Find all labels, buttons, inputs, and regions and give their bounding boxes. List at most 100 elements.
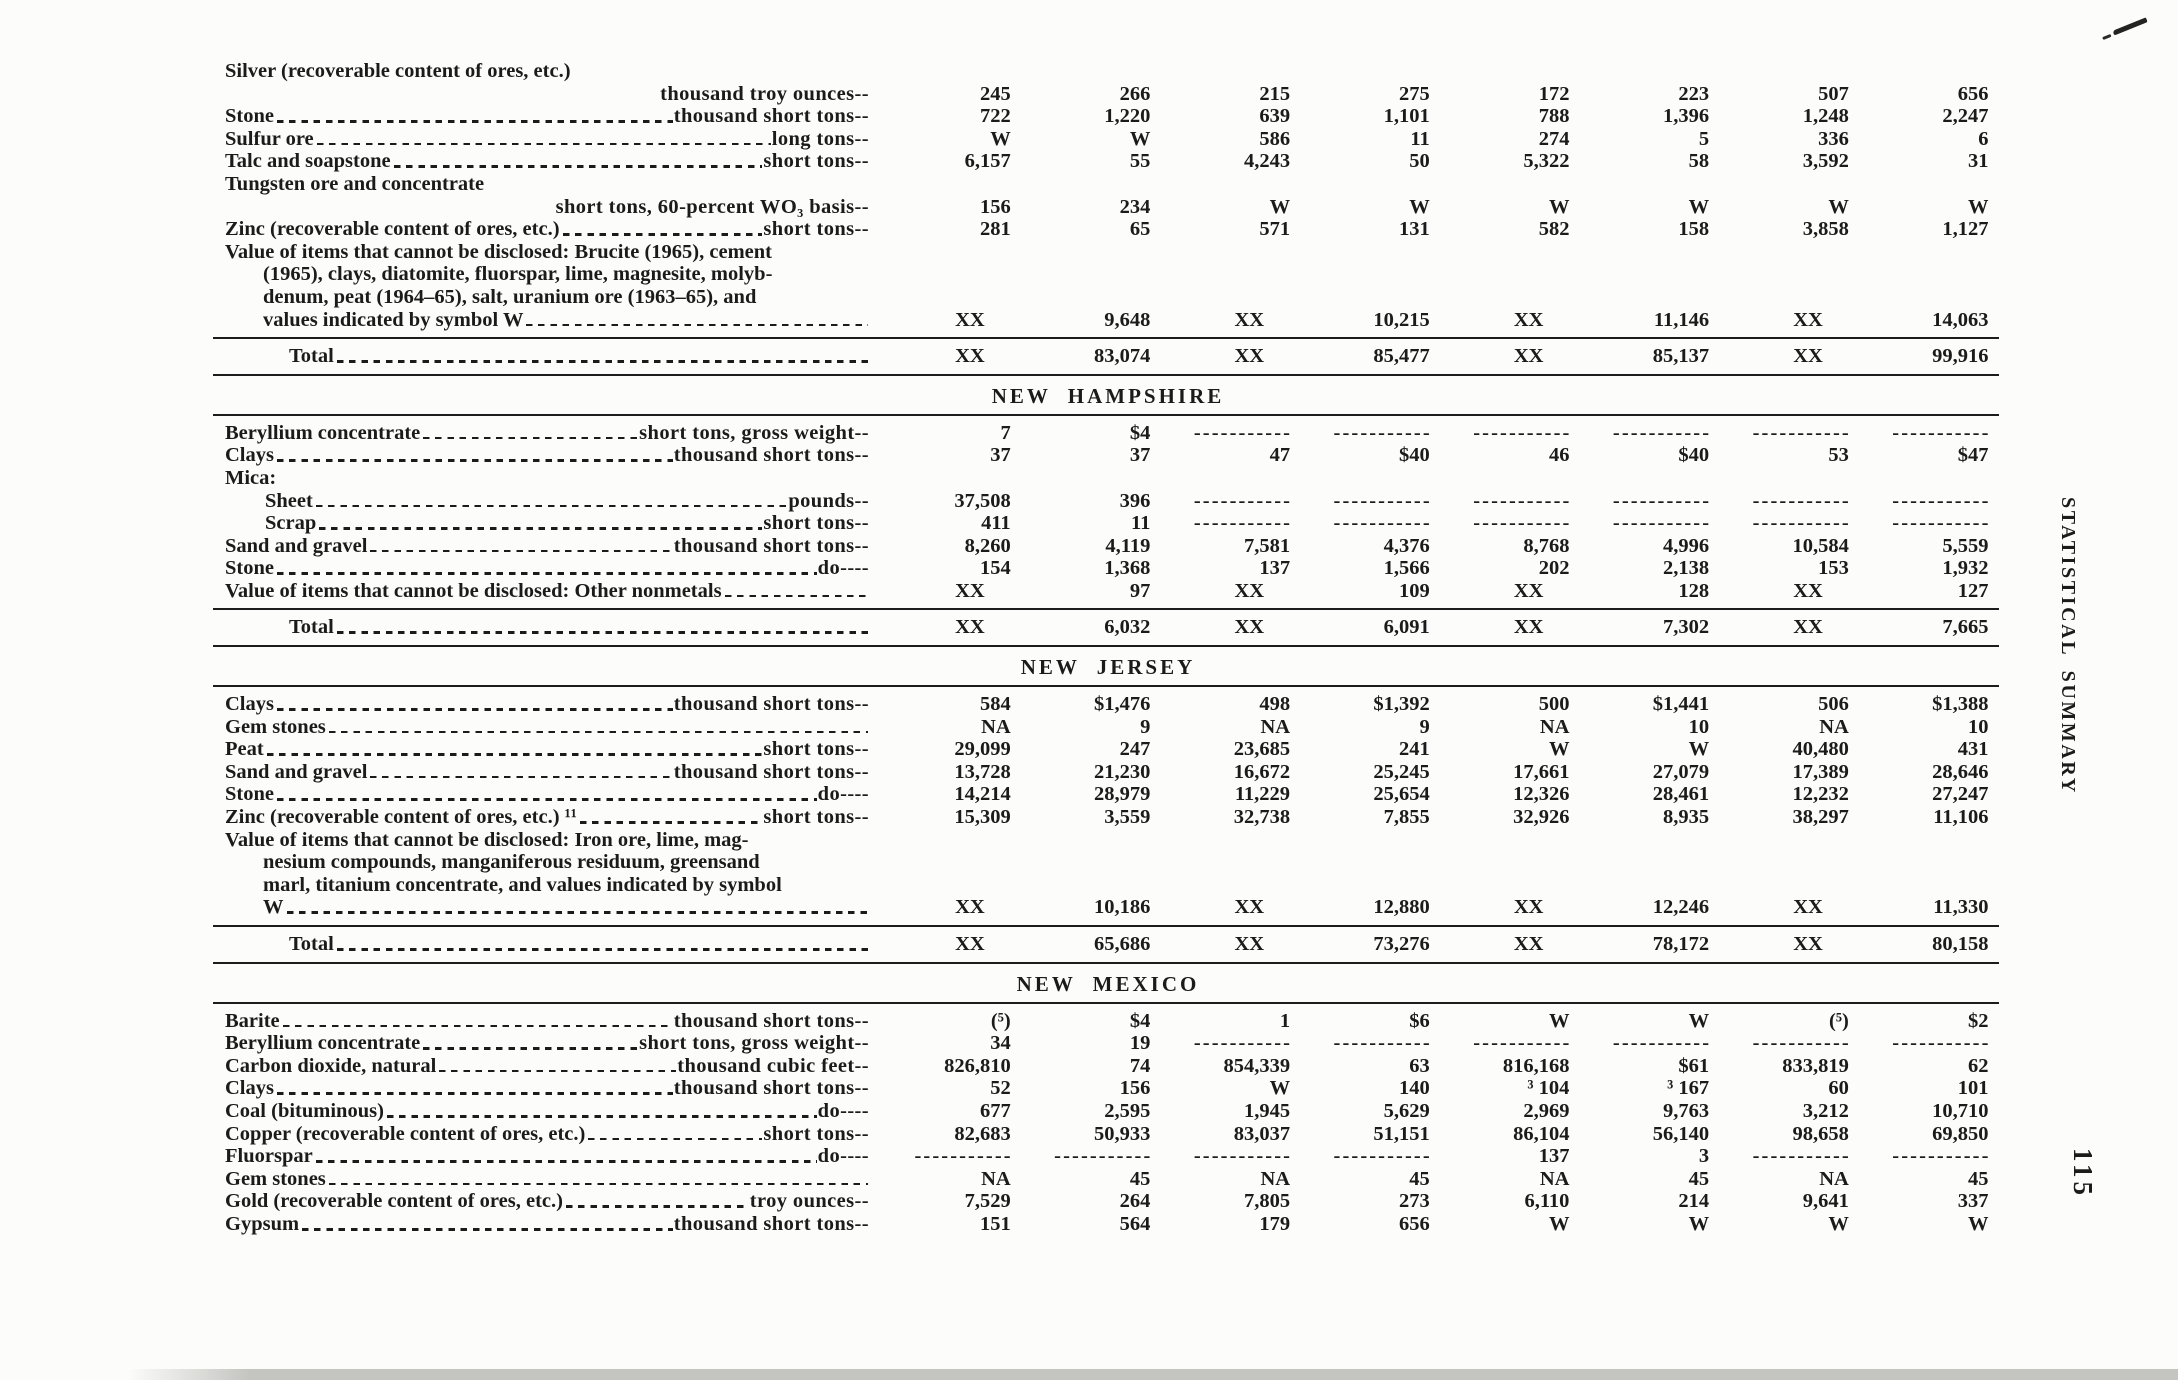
table-row: Peat short tons-- 29,099 247 23,685 241 W W 40,4… [225, 738, 1991, 761]
value-cell: ----------- [1752, 1032, 1851, 1055]
value-cell: 32,926 [1513, 806, 1570, 829]
value-cell: 156 [1119, 1077, 1151, 1100]
value-cell: 151 [979, 1212, 1011, 1235]
value-cell: 245 [979, 82, 1011, 105]
value-cell: 656 [1399, 1212, 1430, 1235]
rule-line [213, 413, 1999, 416]
unit-label: short tons-- [763, 806, 869, 829]
value-cell: XX [955, 308, 985, 331]
row-stub: Fluorspar do---- [225, 1145, 873, 1168]
row-label: W [263, 896, 284, 919]
value-cell: 1,945 [1243, 1099, 1291, 1122]
value-cell: 7,665 [1942, 616, 1989, 639]
row-label: Zinc (recoverable content of ores, etc.) [225, 218, 560, 241]
row-label: Stone [225, 105, 274, 128]
value-cell: ----------- [1752, 1145, 1851, 1168]
row-label: values indicated by symbol W [263, 308, 524, 331]
row-label: Copper (recoverable content of ores, etc… [225, 1122, 586, 1145]
value-cell: 431 [1957, 738, 1989, 761]
unit-label: thousand troy ounces-- [660, 82, 869, 105]
value-cell: 9 [1140, 715, 1151, 738]
value-cell: 63 [1409, 1054, 1430, 1077]
value-cell: 28,646 [1932, 760, 1989, 783]
value-cell: W [1968, 195, 1989, 218]
value-cell: $2 [1968, 1009, 1989, 1032]
value-cell: 12,246 [1652, 896, 1710, 919]
value-cell: 83,037 [1233, 1122, 1291, 1145]
value-cell: 23,685 [1233, 738, 1291, 761]
section-header: NEW MEXICO [1016, 971, 1200, 996]
value-cell: 109 [1399, 579, 1430, 602]
dotted-leader [336, 631, 868, 635]
value-cell: 2,138 [1663, 557, 1710, 580]
table-row: Silver (recoverable content of ores, etc… [225, 60, 1991, 83]
value-cell: 80,158 [1932, 933, 1989, 955]
value-cell: 37 [1129, 444, 1151, 467]
statistical-summary-table: Silver (recoverable content of ores, etc… [213, 60, 1999, 1236]
value-cell: 52 [990, 1077, 1011, 1100]
table-row: Gem stones NA 45 NA 45 NA 45 NA 45 [225, 1168, 1991, 1191]
value-cell: 571 [1259, 218, 1291, 241]
value-cell: W [1688, 195, 1710, 218]
value-cell: ----------- [1193, 421, 1293, 444]
row-stub: Barite thousand short tons-- [225, 1010, 873, 1033]
row-label: Gypsum [225, 1212, 300, 1235]
value-cell: $1,476 [1094, 693, 1151, 716]
unit-label: troy ounces-- [749, 1190, 869, 1213]
value-cell: 6,157 [964, 150, 1011, 173]
table-row: Zinc (recoverable content of ores, etc.)… [225, 806, 1991, 829]
unit-label: short tons-- [763, 738, 869, 761]
dotted-leader [266, 753, 763, 756]
value-cell: 9,641 [1802, 1190, 1849, 1213]
value-cell: 214 [1678, 1190, 1710, 1213]
table-row: marl, titanium concentrate, and values i… [225, 874, 1991, 897]
dotted-leader [286, 911, 868, 914]
value-cell: 16,672 [1233, 760, 1291, 783]
value-cell: 1,248 [1802, 105, 1849, 128]
value-cell: 172 [1538, 82, 1570, 105]
value-cell: 29,099 [954, 738, 1011, 761]
row-label: Gem stones [225, 715, 326, 738]
value-cell: 12,232 [1792, 783, 1849, 806]
table-row: Mica: [225, 467, 1991, 490]
value-cell: 28,979 [1094, 783, 1151, 806]
table-row: Total XX 65,686 XX 73,276 XX 78,172 XX 80,158 [225, 933, 1991, 956]
row-label: Tungsten ore and concentrate [225, 172, 485, 195]
value-cell: 28,461 [1652, 783, 1710, 806]
table-row: Copper (recoverable content of ores, etc… [225, 1123, 1991, 1146]
table-row: Gold (recoverable content of ores, etc.)… [225, 1190, 1991, 1213]
unit-label: short tons, gross weight-- [639, 1032, 869, 1055]
scan-edge-artifact [128, 1369, 2178, 1380]
row-label: denum, peat (1964–65), salt, uranium ore… [263, 285, 757, 308]
table-row: Sand and gravel thousand short tons-- 13,7… [225, 761, 1991, 784]
value-cell: 86,104 [1513, 1122, 1570, 1145]
value-cell: W [1548, 738, 1570, 761]
row-label: Carbon dioxide, natural [225, 1054, 437, 1077]
value-cell: XX [1793, 616, 1823, 639]
value-cell: 275 [1399, 82, 1430, 105]
value-cell: 8,768 [1523, 534, 1570, 557]
dotted-leader [588, 1137, 763, 1141]
row-label: Talc and soapstone [225, 150, 391, 173]
table-row: Clays thousand short tons-- 37 37 47 $40 46 $40… [225, 444, 1991, 467]
value-cell: 11,330 [1933, 896, 1989, 919]
dotted-leader [370, 549, 673, 553]
value-cell: 7 [1000, 421, 1011, 444]
value-cell: 7,581 [1243, 534, 1291, 557]
unit-label: thousand short tons-- [673, 534, 869, 557]
value-cell: ----------- [1892, 1145, 1991, 1168]
value-cell: 396 [1119, 489, 1151, 512]
table-row: Total XX 6,032 XX 6,091 XX 7,302 XX 7,665 [225, 616, 1991, 639]
rule-line [213, 337, 1999, 340]
value-cell: 73,276 [1373, 933, 1430, 955]
value-cell: 264 [1119, 1190, 1151, 1213]
row-label: Clays [225, 444, 274, 467]
value-cell: 582 [1538, 218, 1570, 241]
value-cell: 10,584 [1792, 534, 1849, 557]
value-cell: 74 [1129, 1054, 1151, 1077]
unit-label: short tons-- [763, 1122, 869, 1145]
row-label: Fluorspar [225, 1145, 313, 1168]
value-cell: ³ 104 [1527, 1077, 1570, 1100]
value-cell: 281 [979, 218, 1011, 241]
dotted-leader [336, 360, 868, 363]
